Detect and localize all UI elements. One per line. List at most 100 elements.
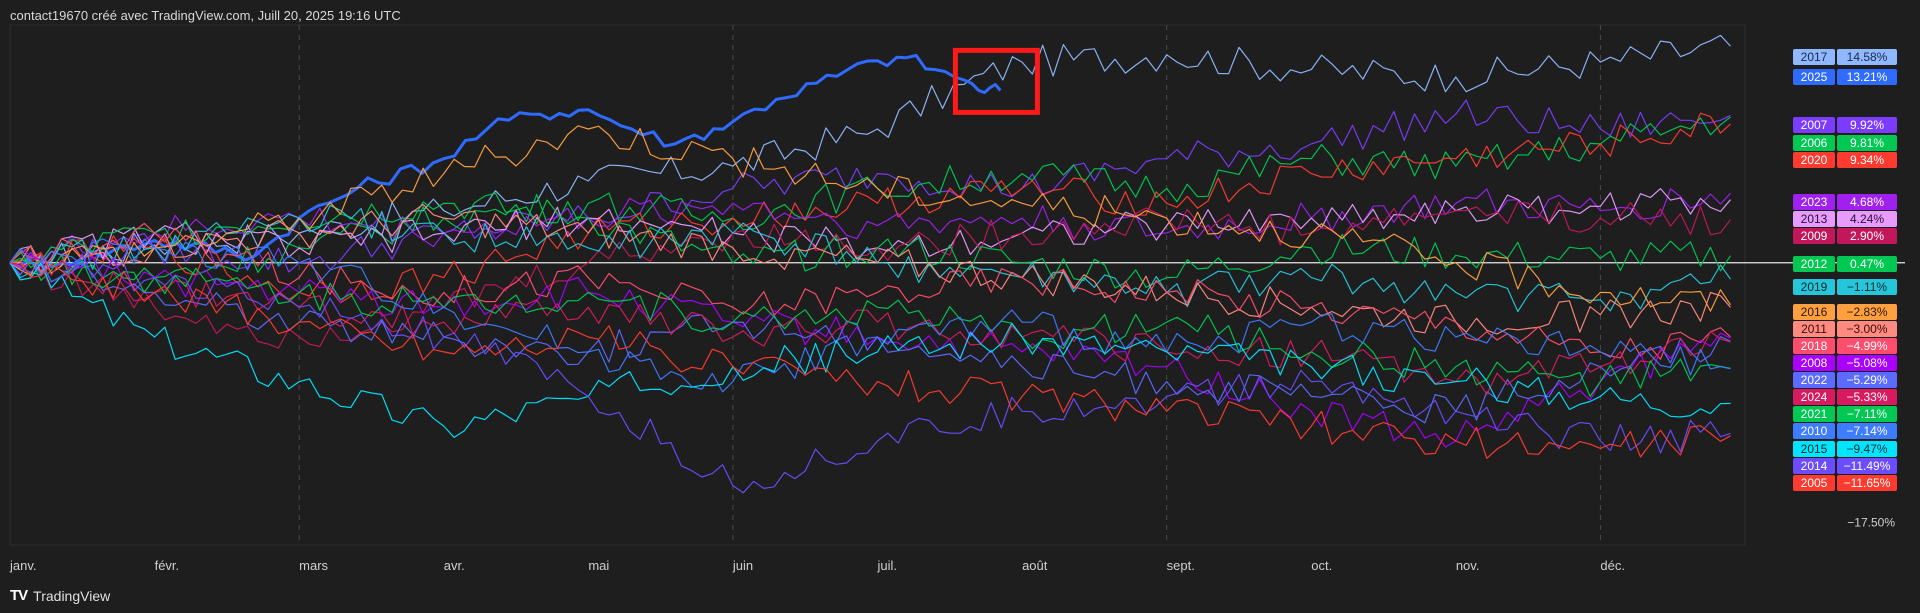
legend-year-badge <box>1793 389 1835 405</box>
x-tick-label: sept. <box>1167 558 1195 573</box>
x-tick-label: oct. <box>1311 558 1332 573</box>
legend-value-badge <box>1837 135 1897 151</box>
x-tick-label: mai <box>588 558 609 573</box>
series-line-2017 <box>9 34 1731 274</box>
legend-year-badge <box>1793 423 1835 439</box>
brand-name: TradingView <box>33 587 111 604</box>
legend-value-badge <box>1837 117 1897 133</box>
legend-year-badge <box>1793 372 1835 388</box>
legend-value-badge <box>1837 475 1897 491</box>
legend-year-label: 2013 <box>1801 212 1828 226</box>
series-line-2006 <box>9 116 1731 286</box>
series-line-2019 <box>9 204 1731 313</box>
x-tick-label: janv. <box>9 558 37 573</box>
x-tick-label: févr. <box>155 558 180 573</box>
legend-value-label: 0.47% <box>1850 257 1884 271</box>
legend-value-badge <box>1837 355 1897 371</box>
series-line-2025 <box>9 53 1002 270</box>
legend-value-badge <box>1837 194 1897 210</box>
plot-frame <box>9 24 1746 546</box>
series-line-2014 <box>9 253 1731 494</box>
legend-value-label: 9.92% <box>1850 118 1884 132</box>
legend-year-label: 2006 <box>1801 136 1828 150</box>
legend-value-label: 4.24% <box>1850 212 1884 226</box>
legend-value-label: 9.34% <box>1850 153 1884 167</box>
legend-value-badge <box>1837 338 1897 354</box>
legend-year-label: 2017 <box>1801 50 1828 64</box>
legend-year-badge <box>1793 321 1835 337</box>
legend-year-label: 2023 <box>1801 195 1828 209</box>
series-line-2010 <box>9 238 1731 393</box>
legend-value-badge <box>1837 211 1897 227</box>
series-line-2011 <box>9 203 1731 335</box>
legend-value-label: 13.21% <box>1847 70 1888 84</box>
series-line-2021 <box>9 257 1731 397</box>
legend-year-badge <box>1793 194 1835 210</box>
legend-value-badge <box>1837 458 1897 474</box>
series-line-2016 <box>9 125 1731 312</box>
legend-year-badge <box>1793 441 1835 457</box>
legend-year-badge <box>1793 49 1835 65</box>
legend-year-label: 2021 <box>1801 407 1828 421</box>
tradingview-logo-icon: TV <box>10 587 28 604</box>
legend-year-badge <box>1793 256 1835 272</box>
legend-year-badge <box>1793 475 1835 491</box>
legend-year-badge <box>1793 135 1835 151</box>
x-tick-label: juil. <box>877 558 898 573</box>
legend-value-label: −3.00% <box>1846 322 1887 336</box>
legend-value-label: 4.68% <box>1850 195 1884 209</box>
legend-value-label: −5.08% <box>1846 356 1887 370</box>
legend-year-badge <box>1793 355 1835 371</box>
legend-value-label: −5.29% <box>1846 373 1887 387</box>
legend-value-badge <box>1837 389 1897 405</box>
legend-year-badge <box>1793 69 1835 85</box>
series-line-2022 <box>9 259 1731 424</box>
legend-value-label: 9.81% <box>1850 136 1884 150</box>
x-tick-label: avr. <box>444 558 465 573</box>
legend-year-badge <box>1793 406 1835 422</box>
legend-value-badge <box>1837 441 1897 457</box>
series-line-2012 <box>9 192 1732 289</box>
legend-year-badge <box>1793 279 1835 295</box>
legend-value-label: −7.14% <box>1846 424 1887 438</box>
legend-year-label: 2022 <box>1801 373 1828 387</box>
legend-year-badge <box>1793 152 1835 168</box>
legend-value-badge <box>1837 49 1897 65</box>
x-tick-label: juin <box>732 558 753 573</box>
x-tick-label: déc. <box>1600 558 1625 573</box>
legend-value-badge <box>1837 423 1897 439</box>
legend-value-badge <box>1837 406 1897 422</box>
legend-year-badge <box>1793 211 1835 227</box>
legend-year-label: 2016 <box>1801 305 1828 319</box>
tradingview-branding[interactable]: TV TradingView <box>10 587 110 604</box>
legend-value-label: −7.11% <box>1847 407 1887 421</box>
legend-year-label: 2025 <box>1801 70 1828 84</box>
legend-year-label: 2012 <box>1801 257 1828 271</box>
legend-value-label: −4.99% <box>1846 339 1887 353</box>
legend-value-badge <box>1837 228 1897 244</box>
legend-value-badge <box>1837 256 1897 272</box>
legend-year-badge <box>1793 338 1835 354</box>
legend-value-label: −1.11% <box>1847 280 1887 294</box>
legend-value-badge <box>1837 321 1897 337</box>
legend-value-label: −11.65% <box>1844 476 1891 490</box>
legend-year-label: 2009 <box>1801 229 1828 243</box>
legend-value-badge <box>1837 372 1897 388</box>
legend-year-label: 2018 <box>1801 339 1828 353</box>
legend-value-badge <box>1837 279 1897 295</box>
series-line-2008 <box>9 248 1731 448</box>
legend-value-label: −9.47% <box>1846 442 1887 456</box>
legend-value-badge <box>1837 152 1897 168</box>
legend-year-label: 2019 <box>1801 280 1828 294</box>
legend-value-label: −11.49% <box>1844 459 1891 473</box>
legend-year-badge <box>1793 117 1835 133</box>
legend-value-label: 2.90% <box>1850 229 1884 243</box>
chart-attribution: contact19670 créé avec TradingView.com, … <box>10 8 401 23</box>
legend-value-badge <box>1837 304 1897 320</box>
series-line-2009 <box>9 201 1731 349</box>
series-line-2018 <box>9 222 1731 360</box>
legend-year-label: 2011 <box>1801 322 1827 336</box>
legend-year-label: 2014 <box>1801 459 1828 473</box>
legend-year-label: 2005 <box>1801 476 1828 490</box>
legend-year-badge <box>1793 228 1835 244</box>
